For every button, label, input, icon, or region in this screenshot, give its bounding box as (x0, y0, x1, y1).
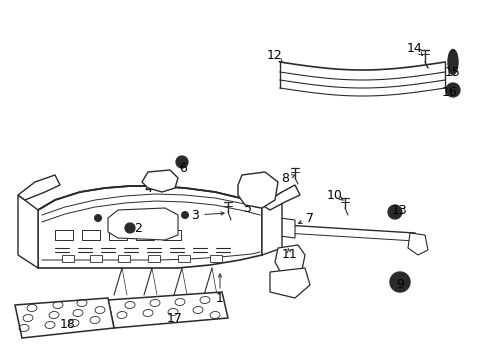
Polygon shape (280, 218, 294, 238)
Polygon shape (82, 230, 100, 240)
Text: 15: 15 (444, 66, 460, 78)
Circle shape (94, 215, 102, 221)
Polygon shape (178, 255, 190, 262)
Circle shape (176, 156, 187, 168)
Text: 7: 7 (305, 212, 313, 225)
Text: 5: 5 (244, 202, 251, 215)
Polygon shape (108, 292, 227, 328)
Circle shape (389, 272, 409, 292)
Polygon shape (238, 172, 278, 208)
Polygon shape (269, 268, 309, 298)
Polygon shape (136, 230, 154, 240)
Text: 4: 4 (144, 181, 152, 194)
Text: 6: 6 (179, 162, 186, 175)
Polygon shape (142, 170, 178, 192)
Circle shape (387, 205, 401, 219)
Polygon shape (15, 298, 114, 338)
Text: 11: 11 (282, 248, 297, 261)
Circle shape (445, 83, 459, 97)
Text: 3: 3 (191, 208, 199, 221)
Circle shape (181, 212, 188, 219)
Circle shape (125, 223, 135, 233)
Polygon shape (209, 255, 222, 262)
Text: 10: 10 (326, 189, 342, 202)
Text: 9: 9 (395, 279, 403, 292)
Polygon shape (163, 230, 181, 240)
Polygon shape (407, 233, 427, 255)
Ellipse shape (447, 50, 457, 75)
Text: 8: 8 (281, 171, 288, 185)
Text: 17: 17 (167, 311, 183, 324)
Polygon shape (90, 255, 102, 262)
Polygon shape (262, 192, 282, 255)
Text: 18: 18 (60, 319, 76, 332)
Polygon shape (18, 175, 60, 200)
Text: 1: 1 (216, 292, 224, 305)
Polygon shape (108, 208, 178, 240)
Polygon shape (262, 185, 299, 210)
Polygon shape (148, 255, 160, 262)
Polygon shape (118, 255, 130, 262)
Text: 2: 2 (134, 221, 142, 234)
Polygon shape (274, 245, 305, 278)
Text: 12: 12 (266, 49, 282, 62)
Polygon shape (55, 230, 73, 240)
Polygon shape (62, 255, 74, 262)
Polygon shape (109, 230, 127, 240)
Text: 14: 14 (407, 41, 422, 54)
Polygon shape (18, 195, 38, 268)
Text: 13: 13 (391, 203, 407, 216)
Text: 16: 16 (441, 86, 457, 99)
